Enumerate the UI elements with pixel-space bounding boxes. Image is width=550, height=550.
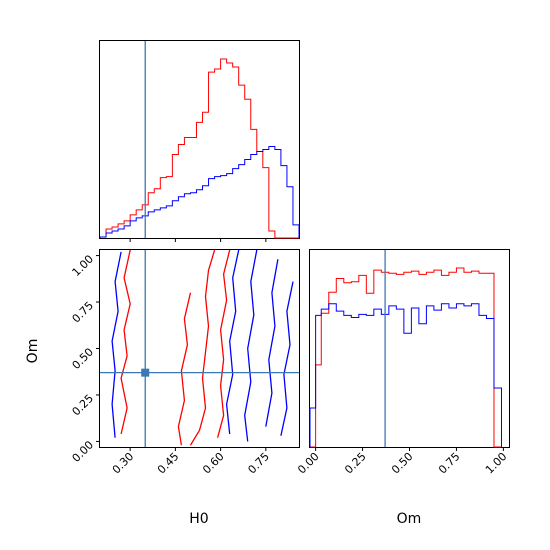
contour-y-tick-label-1: 0.25 [70,392,97,419]
contour-line-3 [120,249,131,435]
x-axis-label-h0: H0 [189,511,208,527]
om-histogram: 0.00 0.25 0.50 0.75 1.00 [295,250,509,476]
contour-line-7 [280,281,294,436]
panel-h0-hist-frame [99,40,300,239]
hist-series-0 [99,58,299,239]
om-hist-tick-label-3: 0.75 [436,450,463,477]
om-hist-tick-label-1: 0.25 [342,450,369,477]
contour-line-6 [265,259,279,427]
contour-line-0 [189,249,216,446]
truth-marker [141,368,150,377]
contour-line-8 [111,251,122,438]
contour-y-tick-label-2: 0.50 [70,345,97,372]
contour-y-tick-label-0: 0.00 [70,438,97,465]
h0-histogram [99,41,300,242]
contour-x-tick-label-3: 0.75 [245,450,272,477]
panel-contour-frame [99,249,300,448]
om-hist-tick-label-4: 1.00 [483,450,510,477]
contour-x-tick-label-1: 0.45 [155,450,182,477]
panel-om-hist-frame [309,249,510,448]
contour-y-tick-label-4: 1.00 [70,253,97,280]
contour-line-1 [216,249,231,438]
contour-line-2 [177,292,192,446]
om-hist-tick-label-0: 0.00 [295,450,322,477]
contour-line-5 [244,249,258,442]
contour-line-4 [225,249,240,435]
hist-series-1 [309,303,502,447]
y-axis-label-om: Om [25,339,41,364]
om-hist-tick-label-2: 0.50 [389,450,416,477]
hist-series-1 [99,145,300,238]
hist-series-0 [310,267,502,448]
contour-y-tick-label-3: 0.75 [70,299,97,326]
contour-x-tick-label-2: 0.60 [200,450,227,477]
h0-om-contour-plot: 0.30 0.45 0.60 0.75 0.00 0.25 0.50 0.75 1.00 [70,249,299,477]
x-axis-label-om: Om [397,511,422,527]
contour-x-tick-label-0: 0.30 [110,450,137,477]
